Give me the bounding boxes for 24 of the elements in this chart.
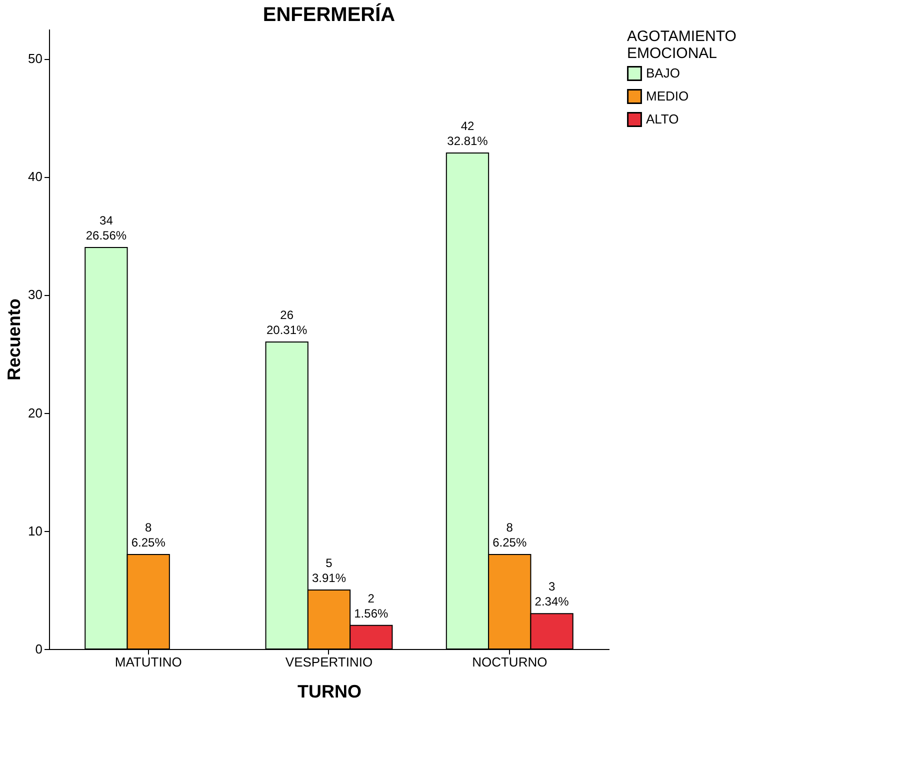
data-label: 8 6.25% bbox=[492, 520, 527, 550]
data-label: 42 32.81% bbox=[447, 119, 488, 148]
y-tick-label: 40 bbox=[28, 169, 42, 184]
x-axis-title: TURNO bbox=[298, 682, 362, 702]
legend-title: AGOTAMIENTO EMOCIONAL bbox=[627, 28, 736, 62]
data-label: 26 20.31% bbox=[266, 308, 308, 337]
y-axis-title: Recuento bbox=[4, 298, 24, 381]
y-tick-label: 20 bbox=[28, 405, 42, 420]
chart-title: ENFERMERÍA bbox=[262, 3, 396, 26]
data-label: 8 6.25% bbox=[131, 520, 166, 550]
data-label: 5 3.91% bbox=[312, 556, 346, 585]
legend-label: MEDIO bbox=[646, 88, 689, 104]
x-tick-label: MATUTINO bbox=[114, 654, 182, 670]
legend-label: ALTO bbox=[646, 112, 679, 126]
x-tick-label: VESPERTINIO bbox=[285, 654, 373, 670]
y-tick-label: 10 bbox=[28, 523, 42, 538]
data-label: 34 26.56% bbox=[86, 213, 127, 242]
y-tick-label: 30 bbox=[28, 287, 42, 302]
x-tick-label: NOCTURNO bbox=[472, 654, 548, 670]
y-tick-label: 0 bbox=[35, 642, 42, 656]
data-label: 3 2.34% bbox=[534, 580, 570, 609]
legend-label: BAJO bbox=[646, 66, 680, 80]
data-label: 2 1.56% bbox=[354, 591, 388, 620]
y-tick-label: 50 bbox=[28, 51, 42, 66]
